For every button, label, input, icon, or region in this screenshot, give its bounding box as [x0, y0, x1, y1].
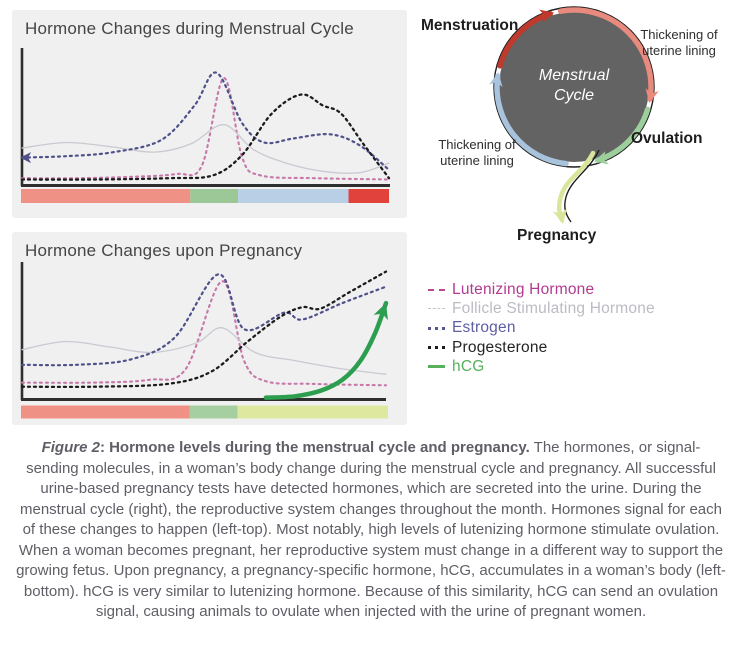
label-ovulation: Ovulation	[631, 130, 703, 147]
legend-item-estrogen: Estrogen	[428, 319, 655, 338]
legend-swatch-estrogen	[428, 326, 445, 330]
curve-estrogen	[20, 273, 388, 367]
legend-label: Estrogen	[452, 319, 516, 337]
label-thickening-bottom-left: Thickening of uterine lining	[438, 137, 516, 168]
curve-follicle-stimulating-hormone	[21, 327, 387, 375]
menstrual-cycle-diagram: Menstrual Cycle Menstruation Thickening …	[408, 0, 742, 260]
arc-thickening-top-right	[557, 7, 654, 102]
label-thickening-top-right: Thickening of uterine lining	[640, 27, 718, 58]
phase-segment-2	[189, 405, 238, 419]
curve-lutenizing-hormone	[20, 77, 391, 181]
legend-swatch-follicle-stimulating-hormone	[428, 308, 445, 310]
arc-menstruation-arrowhead-icon	[539, 9, 555, 23]
hormone-curves	[20, 270, 389, 400]
arc-thickening-bottom-left	[494, 73, 569, 167]
arc-menstruation	[497, 11, 553, 69]
curve-progesterone	[20, 93, 391, 181]
cycle-circle	[499, 12, 649, 162]
phase-segment-1	[21, 189, 191, 203]
cycle-center-label: Menstrual Cycle	[538, 67, 610, 104]
label-menstruation: Menstruation	[421, 17, 519, 34]
caption-body: The hormones, or signal-sending molecule…	[16, 439, 726, 620]
phase-bar	[21, 405, 388, 419]
curve-hcg	[263, 300, 389, 400]
curve-estrogen	[20, 71, 391, 171]
legend-item-hcg: hCG	[428, 357, 655, 376]
legend-label: Lutenizing Hormone	[452, 280, 595, 298]
legend: Lutenizing Hormone Follicle Stimulating H…	[428, 280, 655, 376]
cycle-outline-ring	[493, 6, 655, 168]
curve-follicle-stimulating-hormone	[21, 124, 390, 174]
pregnancy-arrowhead-icon	[552, 208, 568, 224]
curve-hcg-arrowhead-icon	[373, 303, 388, 321]
legend-swatch-lutenizing-hormone	[428, 288, 445, 291]
arc-thickening-top-right-arrowhead-icon	[645, 88, 659, 104]
pregnancy-arrowhead-icon	[552, 208, 568, 224]
menstrual-chart-plot	[20, 48, 391, 203]
pregnancy-chart-title: Hormone Changes upon Pregnancy	[25, 241, 303, 260]
legend-label: Progesterone	[452, 338, 548, 356]
arc-ovulation-arrowhead-icon	[593, 151, 609, 165]
legend-label: Follicle Stimulating Hormone	[452, 299, 655, 317]
phase-segment-1	[21, 405, 190, 419]
arc-ovulation	[595, 106, 651, 163]
curve-progesterone	[20, 270, 388, 389]
phase-segment-2	[190, 189, 239, 203]
legend-item-lutenizing-hormone: Lutenizing Hormone	[428, 280, 655, 299]
legend-label: hCG	[452, 357, 485, 375]
legend-item-progesterone: Progesterone	[428, 338, 655, 357]
pregnancy-chart-panel: Hormone Changes upon Pregnancy	[12, 232, 407, 425]
figure-label: Figure 2	[41, 439, 100, 456]
menstrual-chart-panel: Hormone Changes during Menstrual Cycle	[12, 10, 407, 218]
label-pregnancy: Pregnancy	[517, 227, 597, 244]
cycle-graphic	[489, 6, 659, 224]
pregnancy-arrow-outline	[564, 149, 600, 223]
figure-caption: Figure 2: Hormone levels during the mens…	[16, 438, 726, 623]
phase-segment-3	[237, 405, 388, 419]
phase-segment-4	[348, 189, 389, 203]
pregnancy-chart-plot	[20, 262, 389, 419]
arc-thickening-bottom-left-arrowhead-icon	[489, 72, 503, 87]
curve-estrogen-start-arrow-icon	[20, 152, 32, 164]
caption-title: : Hormone levels during the menstrual cy…	[99, 439, 530, 456]
phase-bar	[21, 189, 389, 203]
legend-swatch-hcg	[428, 365, 445, 369]
phase-segment-3	[238, 189, 349, 203]
menstrual-chart-title: Hormone Changes during Menstrual Cycle	[25, 19, 354, 38]
cycle-arcs	[489, 7, 659, 167]
curve-lutenizing-hormone	[20, 280, 388, 387]
legend-swatch-progesterone	[428, 346, 445, 350]
legend-item-follicle-stimulating-hormone: Follicle Stimulating Hormone	[428, 299, 655, 318]
hormone-curves	[20, 71, 391, 181]
